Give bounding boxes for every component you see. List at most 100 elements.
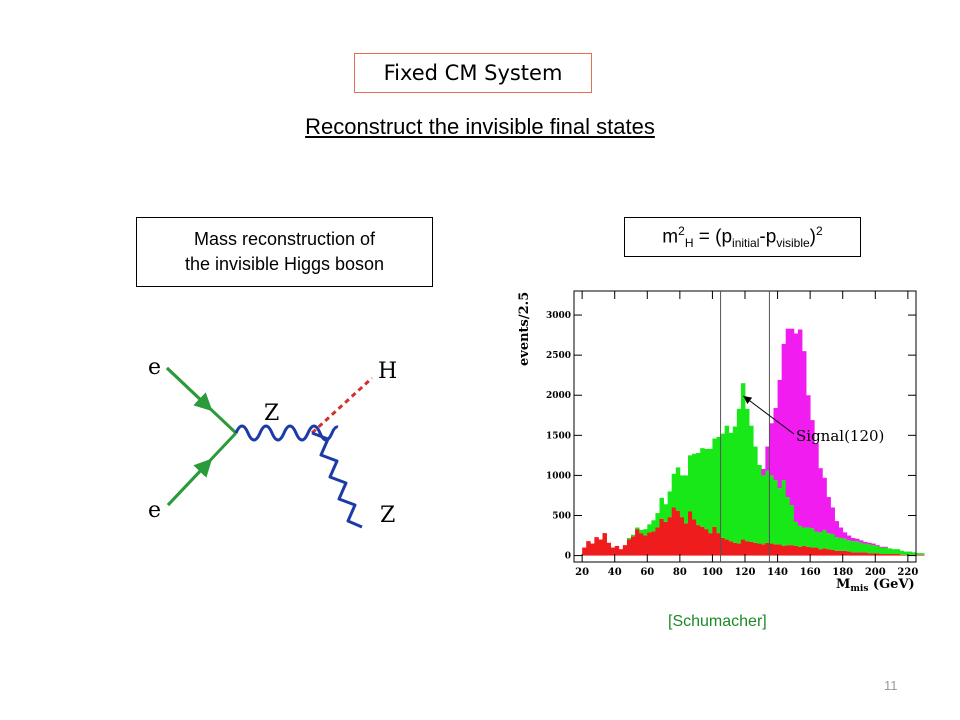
histogram-bar-series-0 <box>757 543 762 556</box>
histogram-bar-series-0 <box>891 553 897 556</box>
histogram-bar-series-0 <box>692 519 697 556</box>
histogram-bar-series-0 <box>749 541 754 556</box>
histogram-bar-series-1 <box>667 491 673 518</box>
histogram-bar-series-1 <box>802 527 807 546</box>
histogram-bar-series-1 <box>773 480 778 545</box>
histogram-bar-series-1 <box>826 533 831 550</box>
histogram-bar-series-1 <box>663 504 669 522</box>
histogram-bar-series-0 <box>826 549 831 556</box>
x-axis-label: Mmis (GeV) <box>836 577 915 594</box>
histogram-bar-series-0 <box>586 541 591 556</box>
histogram-bar-series-0 <box>781 545 787 556</box>
histogram-bar-series-0 <box>842 550 848 556</box>
histogram-bar-series-0 <box>871 553 876 556</box>
histogram-bar-series-0 <box>712 526 717 556</box>
histogram-bar-series-1 <box>842 538 848 551</box>
y-tick-label: 1000 <box>546 471 571 481</box>
histogram-bar-series-0 <box>659 518 664 556</box>
histogram-bar-series-1 <box>911 552 917 555</box>
histogram-bar-series-0 <box>859 552 864 556</box>
histogram-bar-series-1 <box>651 520 656 532</box>
y-tick-label: 1500 <box>546 431 571 441</box>
histogram-bar-series-1 <box>797 525 803 547</box>
histogram-bar-series-2 <box>875 545 880 546</box>
histogram-bar-series-1 <box>907 551 913 555</box>
histogram-bar-series-1 <box>749 425 754 542</box>
histogram-bar-series-0 <box>618 549 624 556</box>
histogram-bar-series-0 <box>863 552 868 556</box>
histogram-bar-series-1 <box>679 475 685 518</box>
histogram-bar-series-2 <box>830 507 835 534</box>
histogram-bar-series-1 <box>793 521 799 546</box>
x-tick-label: 20 <box>575 567 589 578</box>
histogram-bar-series-1 <box>724 425 730 540</box>
histogram-bar-series-1 <box>789 505 795 546</box>
x-tick-label: 60 <box>640 567 654 578</box>
histogram-bar-series-0 <box>700 526 705 556</box>
histogram-bar-series-2 <box>863 541 868 544</box>
histogram-bar-series-1 <box>854 541 860 553</box>
histogram-bar-series-1 <box>875 545 880 554</box>
histogram-bar-series-0 <box>639 533 644 556</box>
histogram-bar-series-0 <box>846 551 852 556</box>
histogram-bar-series-0 <box>920 554 925 556</box>
histogram-bar-series-2 <box>834 521 840 538</box>
histogram-bar-series-1 <box>761 475 766 545</box>
histogram-bar-series-0 <box>663 521 669 556</box>
histogram-bar-series-0 <box>736 543 742 556</box>
histogram-bar-series-0 <box>594 537 599 556</box>
histogram-bar-series-1 <box>891 549 897 554</box>
histogram-bar-series-0 <box>667 517 673 556</box>
y-tick-label: 2000 <box>546 391 571 401</box>
histogram-bar-series-0 <box>887 553 892 556</box>
histogram-bar-series-2 <box>802 351 807 528</box>
mass-reconstruction-line-1: Mass reconstruction of <box>193 229 376 249</box>
histogram-bar-series-0 <box>598 539 603 556</box>
histogram-bar-series-2 <box>867 542 872 545</box>
histogram-bar-series-2 <box>793 333 799 522</box>
histogram-bar-series-1 <box>887 548 892 554</box>
histogram-bar-series-0 <box>590 543 595 556</box>
histogram-bar-series-1 <box>626 537 632 540</box>
histogram-bar-series-1 <box>683 475 689 524</box>
histogram-bar-series-1 <box>757 464 762 544</box>
histogram-bar-series-1 <box>716 436 721 534</box>
histogram-bar-series-1 <box>899 550 905 555</box>
histogram-bar-series-0 <box>879 553 884 556</box>
histogram-bar-series-2 <box>814 443 819 532</box>
histogram-bar-series-1 <box>903 551 909 555</box>
x-tick-label: 120 <box>735 567 756 578</box>
histogram-bar-series-1 <box>712 438 717 527</box>
histogram-bar-series-0 <box>696 525 701 556</box>
histogram-bar-series-1 <box>720 433 726 538</box>
histogram-bar-series-2 <box>806 395 811 528</box>
histogram-bar-series-0 <box>724 539 730 556</box>
x-tick-label: 200 <box>865 567 886 578</box>
histogram-bar-series-1 <box>781 480 787 546</box>
formula: m2H = (pinitial-pvisible)2 <box>662 223 823 251</box>
histogram-bar-series-0 <box>622 545 628 556</box>
histogram-bar-series-2 <box>818 468 823 533</box>
x-tick-label: 160 <box>800 567 821 578</box>
histogram-bar-series-0 <box>635 529 640 556</box>
histogram-bar-series-0 <box>802 545 807 556</box>
histogram-bar-series-1 <box>639 529 644 534</box>
histogram-bar-series-0 <box>626 539 632 556</box>
x-tick-label: 100 <box>702 567 723 578</box>
histogram-bar-series-1 <box>671 473 677 508</box>
histogram-bar-series-1 <box>846 540 852 552</box>
histogram-bar-series-2 <box>871 543 876 546</box>
histogram-bar-series-0 <box>822 548 827 556</box>
histogram-bar-series-1 <box>688 455 693 512</box>
histogram-bar-series-2 <box>826 497 831 534</box>
histogram-bar-series-1 <box>708 448 713 534</box>
y-tick-label: 0 <box>565 552 571 562</box>
citation: [Schumacher] <box>668 613 767 630</box>
histogram-bar-series-0 <box>765 542 770 556</box>
histogram-bar-series-0 <box>732 542 738 556</box>
histogram-bar-series-2 <box>838 527 844 538</box>
histogram-bar-series-0 <box>716 533 721 556</box>
histogram-bar-series-0 <box>647 532 652 556</box>
histogram-bar-series-2 <box>781 343 787 481</box>
